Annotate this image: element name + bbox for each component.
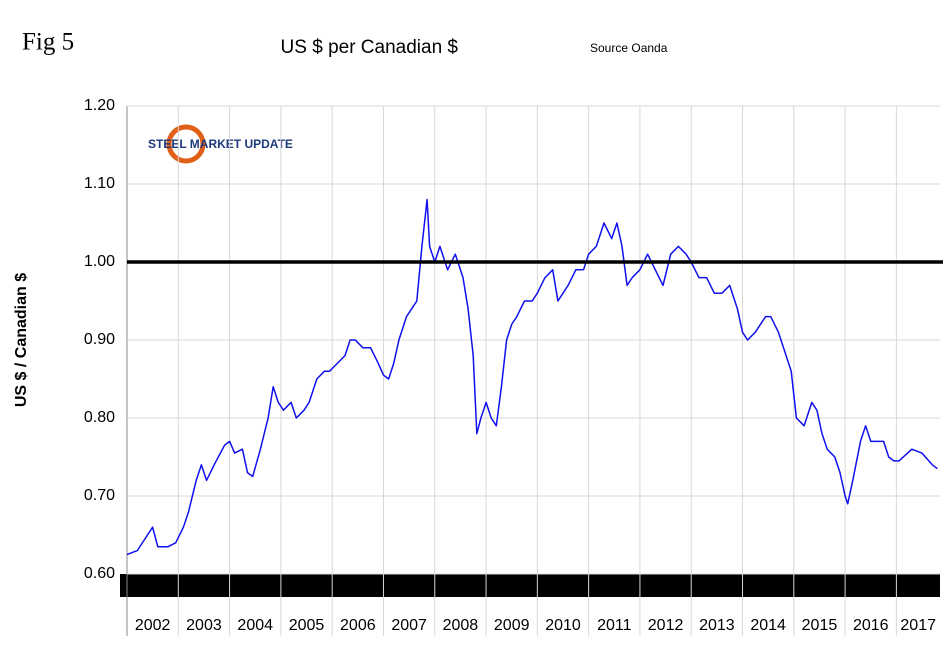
x-tick-label: 2002 xyxy=(135,617,171,634)
x-tick-label: 2005 xyxy=(289,617,325,634)
x-tick-label: 2004 xyxy=(237,617,273,634)
logo: STEEL MARKET UPDATE xyxy=(148,124,293,164)
x-tick-label: 2007 xyxy=(391,617,427,634)
x-tick-label: 2013 xyxy=(699,617,735,634)
x-tick-label: 2017 xyxy=(900,617,936,634)
x-tick-label: 2011 xyxy=(597,617,632,634)
x-tick-label: 2008 xyxy=(443,617,479,634)
x-tick-label: 2003 xyxy=(186,617,222,634)
y-axis-label: US $ / Canadian $ xyxy=(13,273,30,407)
y-tick-label: 1.00 xyxy=(84,253,115,270)
x-tick-label: 2009 xyxy=(494,617,530,634)
x-tick-label: 2015 xyxy=(802,617,838,634)
chart-subtitle: Source Oanda xyxy=(590,41,668,55)
y-tick-label: 0.70 xyxy=(84,487,115,504)
axis-band xyxy=(120,574,940,597)
y-tick-label: 1.20 xyxy=(84,97,115,114)
x-tick-label: 2010 xyxy=(545,617,581,634)
x-tick-label: 2014 xyxy=(750,617,786,634)
y-tick-label: 0.90 xyxy=(84,331,115,348)
x-tick-label: 2006 xyxy=(340,617,376,634)
x-tick-label: 2012 xyxy=(648,617,684,634)
y-tick-label: 0.60 xyxy=(84,565,115,582)
logo-text: STEEL MARKET UPDATE xyxy=(148,137,293,151)
y-tick-label: 1.10 xyxy=(84,175,115,192)
chart-title: US $ per Canadian $ xyxy=(281,37,459,58)
y-tick-label: 0.80 xyxy=(84,409,115,426)
data-line xyxy=(126,198,938,556)
logo-ring xyxy=(166,124,206,164)
figure-label: Fig 5 xyxy=(22,29,74,56)
x-tick-label: 2016 xyxy=(853,617,889,634)
